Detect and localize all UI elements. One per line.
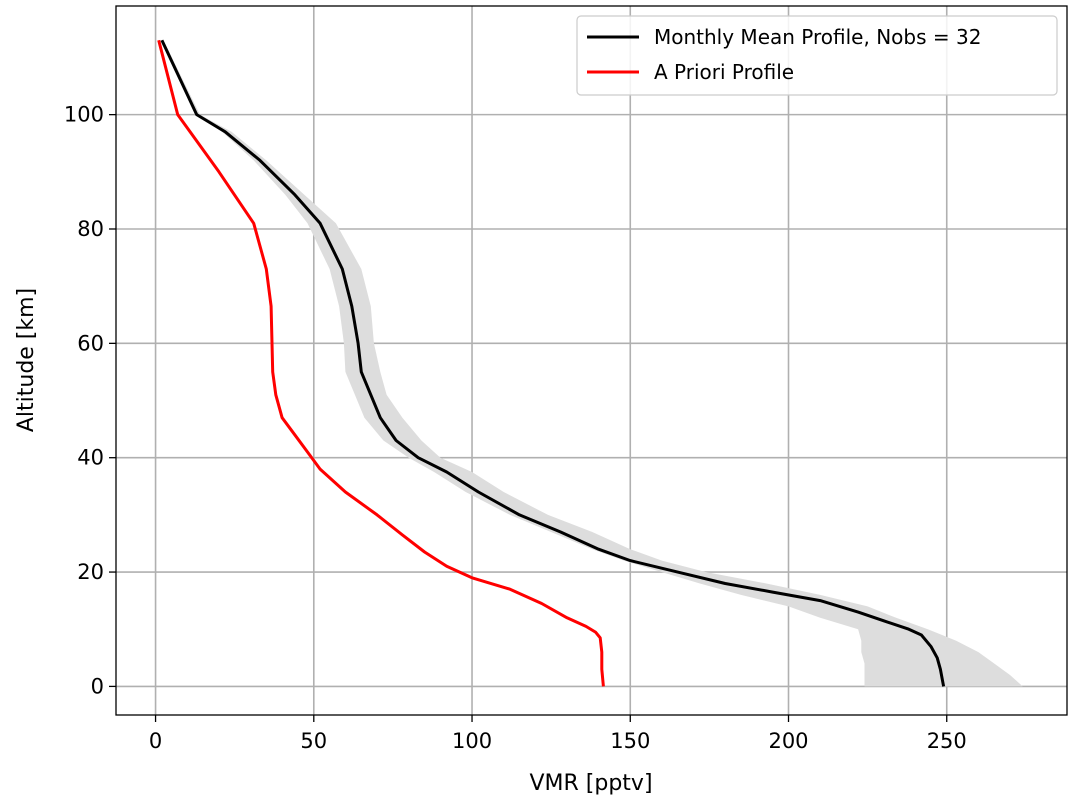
y-axis-label: Altitude [km] <box>14 288 39 432</box>
y-tick-label: 60 <box>77 331 104 355</box>
y-axis-ticks: 0 20 40 60 80 100 <box>64 103 116 698</box>
legend-box <box>576 15 1058 96</box>
y-tick-label: 20 <box>77 560 104 584</box>
y-tick-label: 0 <box>91 674 104 698</box>
legend: Monthly Mean Profile, Nobs = 32 A Priori… <box>576 15 1058 96</box>
y-tick-label: 80 <box>77 217 104 241</box>
series-lines <box>157 39 946 687</box>
x-tick-label: 250 <box>927 729 967 753</box>
x-tick-label: 100 <box>452 729 492 753</box>
series-line-a-priori <box>157 39 605 687</box>
x-tick-label: 200 <box>768 729 808 753</box>
y-tick-label: 40 <box>77 446 104 470</box>
x-axis-label: VMR [pptv] <box>529 771 652 796</box>
x-tick-label: 150 <box>610 729 650 753</box>
x-tick-label: 0 <box>149 729 162 753</box>
legend-label-a-priori: A Priori Profile <box>654 60 794 84</box>
grid <box>116 6 1067 715</box>
x-tick-label: 50 <box>300 729 327 753</box>
x-axis-ticks: 0 50 100 150 200 250 <box>149 715 967 753</box>
legend-label-monthly-mean: Monthly Mean Profile, Nobs = 32 <box>654 25 981 49</box>
y-tick-label: 100 <box>64 103 104 127</box>
series-line-monthly-mean <box>160 39 946 687</box>
plot-frame <box>115 5 1068 716</box>
plot-background <box>116 6 1067 715</box>
